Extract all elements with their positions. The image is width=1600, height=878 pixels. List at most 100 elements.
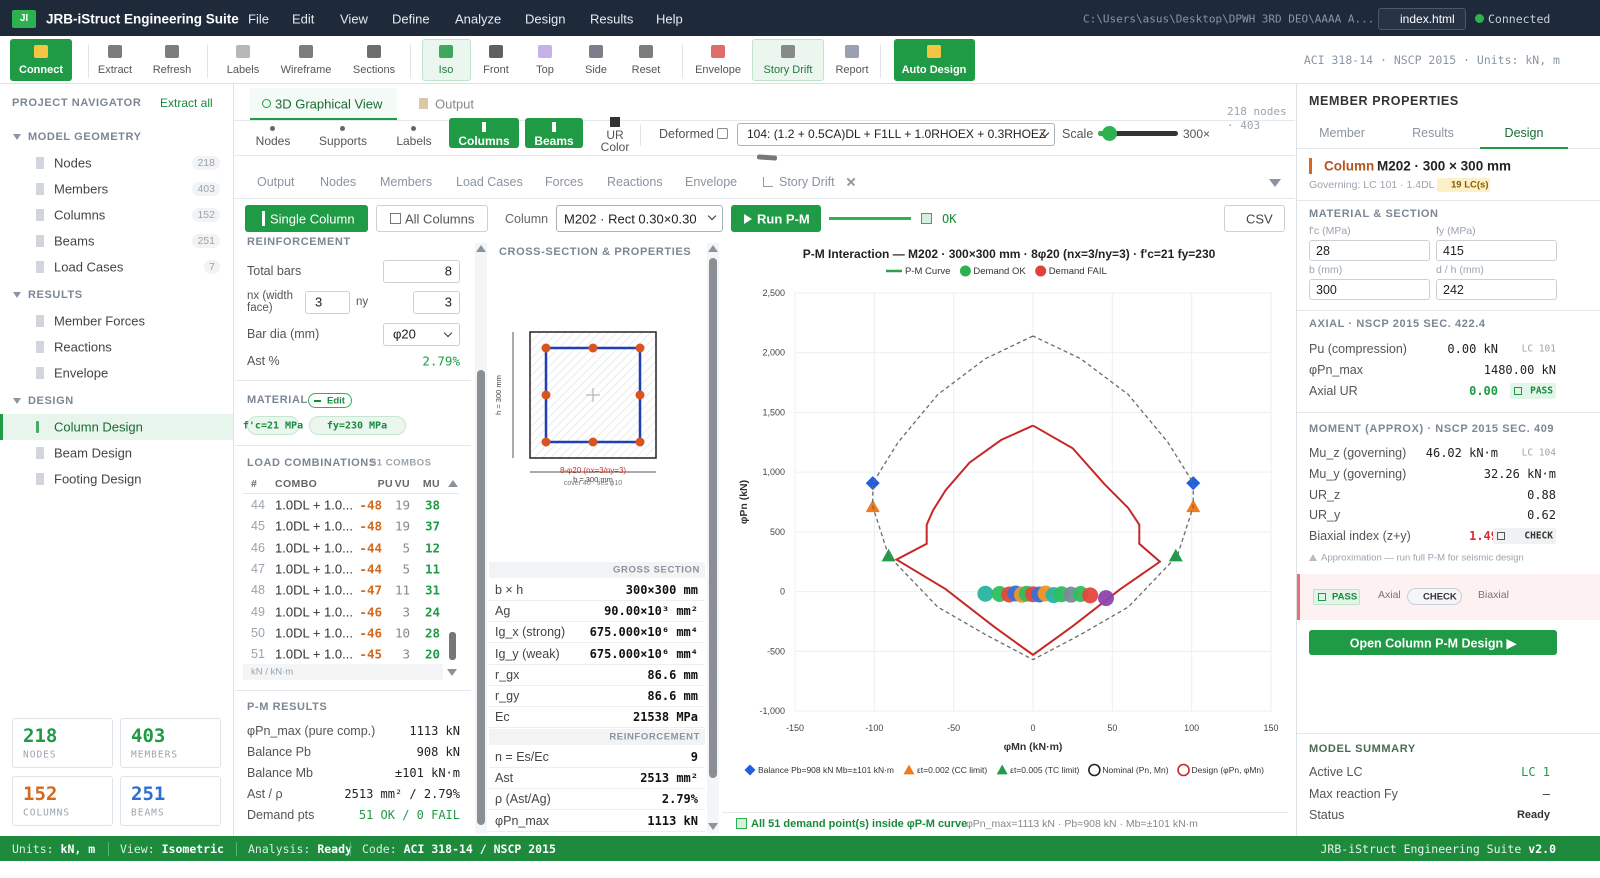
nav-item[interactable]: Beam Design [54, 445, 133, 461]
badge-text: CHECK [1524, 530, 1553, 542]
subtab[interactable]: Members [380, 175, 433, 189]
edit-pill[interactable] [308, 393, 352, 408]
menu-item[interactable]: Help [656, 11, 683, 27]
subtab[interactable]: Envelope [685, 175, 738, 189]
toolbar-button[interactable]: Auto Design [901, 64, 967, 76]
toolbar-button[interactable]: Extract [97, 64, 133, 76]
nav-group[interactable]: RESULTS [28, 289, 83, 301]
toolbar-button[interactable]: Story Drift [763, 64, 813, 76]
field-input[interactable] [1309, 240, 1430, 261]
nav-item[interactable]: Member Forces [54, 313, 146, 329]
badge-icon [1497, 532, 1505, 541]
toolbar-button[interactable]: Front [483, 64, 509, 76]
single-column-button[interactable] [245, 205, 368, 232]
nav-item[interactable]: Envelope [54, 365, 109, 381]
menu-item[interactable]: Results [590, 11, 634, 27]
toolbar-button[interactable]: Sections [352, 64, 396, 76]
toolbar-button[interactable]: Iso [438, 64, 454, 76]
toolbar-button[interactable]: Reset [631, 64, 661, 76]
field-input[interactable] [1436, 240, 1557, 261]
menu-item[interactable]: Design [525, 11, 566, 27]
csv-button[interactable] [1224, 205, 1285, 232]
nx-input[interactable] [305, 291, 350, 314]
menu-item[interactable]: Define [392, 11, 430, 27]
panel-tab[interactable]: Design [1504, 126, 1544, 140]
nav-item[interactable]: Members [54, 181, 109, 197]
nav-item[interactable]: Beams [54, 233, 95, 249]
total-bars-input[interactable] [383, 260, 460, 283]
nav-item[interactable]: Columns [54, 207, 106, 223]
open-pm[interactable]: Open Column P-M Design ▶ [1349, 636, 1517, 651]
nav-item[interactable]: Reactions [54, 339, 112, 355]
subtab[interactable]: Nodes [320, 175, 357, 189]
panel-tab[interactable]: Member [1319, 126, 1365, 140]
summary-label: Status [1309, 808, 1345, 822]
column-select[interactable] [556, 205, 723, 232]
prop-label: φPn_max [1309, 363, 1363, 377]
field-value: 300 [1316, 283, 1337, 297]
subtab[interactable]: Output [257, 175, 295, 189]
toolbar-button[interactable]: Connect [19, 64, 63, 76]
combo-select[interactable] [737, 123, 1055, 146]
subtab[interactable]: Reactions [607, 175, 663, 189]
toolbar-button[interactable]: Top [536, 64, 554, 76]
nav-item[interactable]: Column Design [54, 419, 143, 435]
view-toggle[interactable]: UR Color [600, 129, 630, 151]
main-tab[interactable]: Output [435, 96, 475, 112]
view-toggle[interactable]: Supports [318, 134, 368, 148]
chart-footer-info: φPn_max=1113 kN · Pb=908 kN · Mb=±101 kN… [966, 818, 1198, 830]
deformed-checkbox[interactable] [717, 128, 728, 139]
field-label: b (mm) [1309, 264, 1343, 276]
panel-tab[interactable]: Results [1412, 126, 1454, 140]
result-label: Ast / ρ [247, 787, 283, 801]
main-tab-active[interactable] [250, 88, 397, 120]
combo-pu: -46 [359, 604, 382, 619]
stat-card [120, 776, 221, 826]
combo-pu: -45 [359, 646, 382, 662]
field-label: Total bars [247, 264, 302, 278]
menu-item[interactable]: File [248, 11, 269, 27]
nav-group[interactable]: MODEL GEOMETRY [28, 131, 142, 143]
status-dot [1475, 14, 1484, 23]
nav-item[interactable]: Load Cases [54, 259, 124, 275]
nav-group[interactable]: DESIGN [28, 395, 74, 407]
prop-label: Ag [495, 604, 511, 619]
nav-item[interactable]: Nodes [54, 155, 92, 171]
prop-row-line [489, 684, 705, 686]
menu-item[interactable]: Analyze [455, 11, 502, 27]
view-toggle[interactable]: Beams [534, 134, 574, 148]
open-pm-button[interactable] [1309, 630, 1557, 655]
section-title: MATERIAL [247, 394, 308, 406]
view-toggle[interactable]: Labels [396, 134, 432, 148]
subtab[interactable]: Forces [545, 175, 584, 189]
summary-value: – [1542, 786, 1550, 801]
combo-index: 51 [251, 647, 265, 662]
combo-index: 48 [251, 583, 265, 598]
toolbar-button[interactable]: Report [835, 64, 869, 76]
tab-active[interactable] [1480, 120, 1568, 149]
view-toggle[interactable]: Columns [458, 134, 510, 148]
field-input[interactable] [1436, 279, 1557, 300]
ny-input[interactable] [413, 291, 460, 314]
main-tab[interactable]: 3D Graphical View [275, 96, 383, 112]
toolbar-button[interactable]: Side [584, 64, 608, 76]
summary-value: Ready [1516, 809, 1550, 821]
subtab[interactable]: Load Cases [456, 175, 523, 189]
badge-text: PASS [1332, 591, 1358, 603]
menu-item[interactable]: Edit [292, 11, 315, 27]
nav-item[interactable]: Footing Design [54, 471, 142, 487]
scale-track[interactable] [1098, 131, 1178, 136]
view-toggle[interactable]: Nodes [255, 134, 291, 148]
field-input[interactable] [1309, 279, 1430, 300]
toolbar-button[interactable]: Wireframe [280, 64, 332, 76]
menu-item[interactable]: View [340, 11, 368, 27]
bar-select[interactable] [383, 323, 460, 346]
extract-all[interactable]: Extract all [160, 96, 213, 110]
toolbar-button[interactable]: Labels [226, 64, 260, 76]
prop-header [489, 729, 705, 745]
all-columns-button[interactable] [376, 205, 488, 232]
toolbar-button[interactable]: Refresh [152, 64, 192, 76]
subtab-caret[interactable] [1269, 179, 1281, 187]
toolbar-button[interactable]: Envelope [695, 64, 741, 76]
subtab[interactable]: Story Drift [779, 175, 835, 189]
